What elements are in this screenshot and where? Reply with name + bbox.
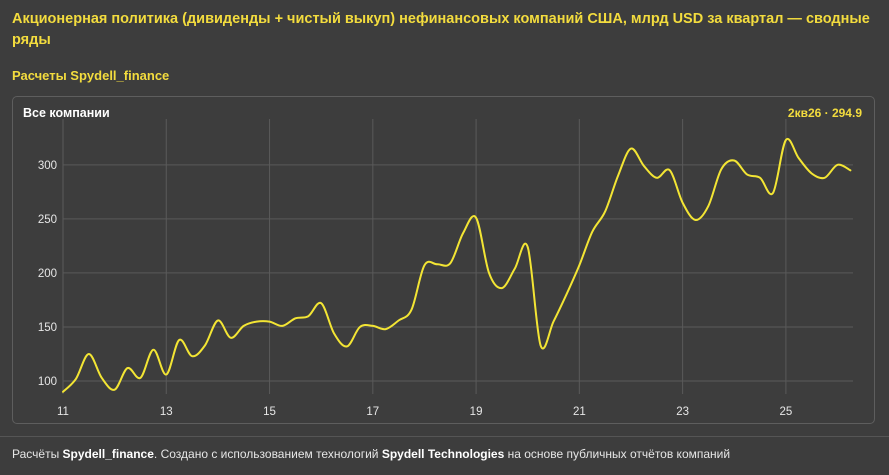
footer-source: Spydell_finance [62, 447, 154, 461]
footer-middle: . Создано с использованием технологий [153, 447, 382, 461]
footer-tech: Spydell Technologies [381, 447, 505, 461]
footer-prefix: Расчёты [12, 447, 63, 461]
y-tick-label: 200 [38, 268, 57, 280]
x-tick-label: 21 [573, 406, 586, 418]
line-chart: 100 150 200 250 300 11 13 15 17 19 21 23 25 [38, 119, 853, 418]
y-tick-label: 250 [38, 214, 57, 226]
footer-credits: Расчёты Spydell_finance. Создано с испол… [12, 447, 730, 461]
chart-panel: Все компании 2кв26 · 294.9 100 150 200 250 3… [12, 96, 875, 424]
y-tick-label: 100 [38, 376, 57, 388]
x-tick-label: 19 [470, 406, 483, 418]
footer-divider [0, 436, 889, 437]
x-tick-label: 13 [160, 406, 173, 418]
x-tick-label: 11 [57, 406, 69, 418]
x-tick-label: 15 [263, 406, 276, 418]
y-tick-label: 150 [38, 322, 57, 334]
x-tick-label: 25 [779, 406, 792, 418]
y-tick-label: 300 [38, 160, 57, 172]
chart-subtitle: Расчеты Spydell_finance [12, 68, 170, 83]
panel-title: Все компании [23, 106, 110, 120]
series-line [62, 137, 852, 393]
last-value-label: 2кв26 · 294.9 [787, 106, 862, 120]
footer-suffix: на основе публичных отчётов компаний [504, 447, 731, 461]
x-tick-label: 17 [366, 406, 379, 418]
chart-main-title: Акционерная политика (дивиденды + чистый… [12, 11, 870, 48]
x-tick-label: 23 [676, 406, 689, 418]
